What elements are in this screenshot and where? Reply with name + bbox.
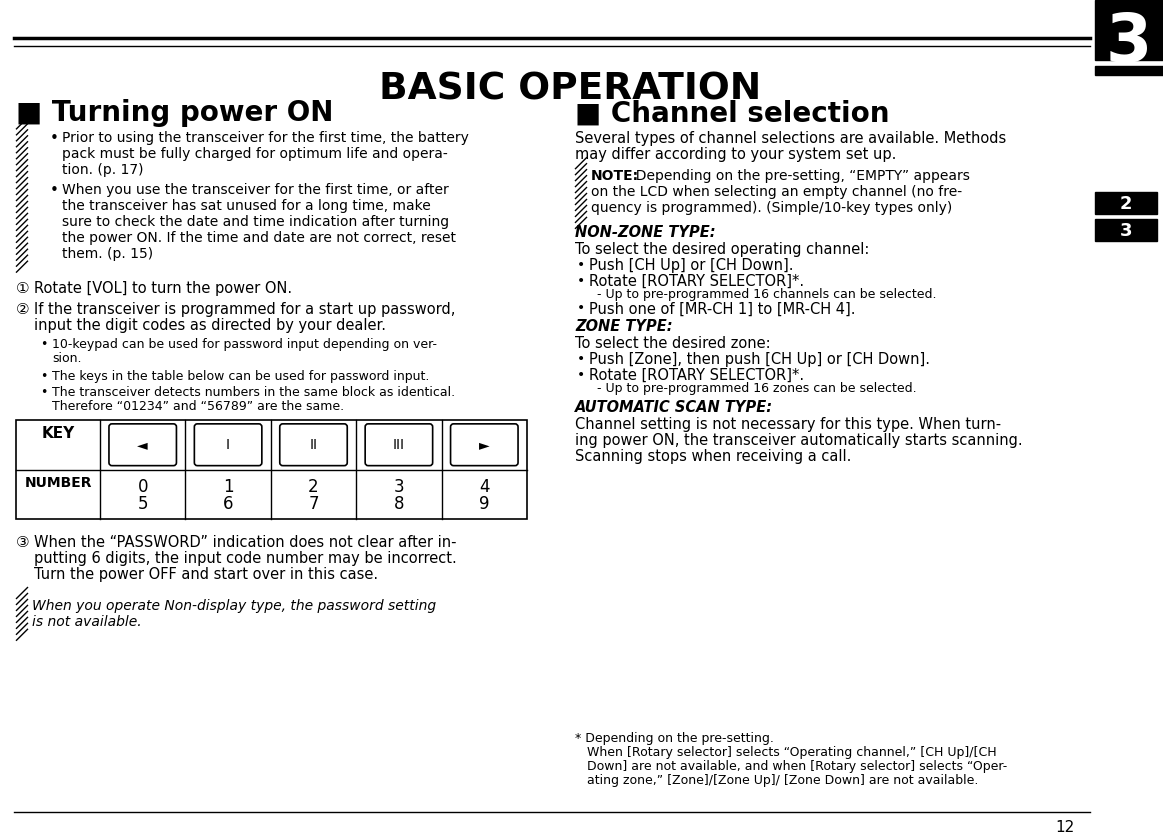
Text: ①: ①	[16, 281, 29, 296]
Text: Scanning stops when receiving a call.: Scanning stops when receiving a call.	[575, 448, 851, 463]
Bar	[1096, 0, 1163, 59]
Text: ■ Turning power ON: ■ Turning power ON	[16, 100, 334, 127]
Text: - Up to pre-programmed 16 channels can be selected.: - Up to pre-programmed 16 channels can b…	[588, 287, 936, 301]
Text: If the transceiver is programmed for a start up password,: If the transceiver is programmed for a s…	[34, 303, 456, 318]
Text: 12: 12	[1056, 820, 1075, 835]
Text: •: •	[40, 370, 48, 383]
Text: 7: 7	[308, 495, 319, 514]
Text: Therefore “01234” and “56789” are the same.: Therefore “01234” and “56789” are the sa…	[52, 400, 344, 413]
Text: is not available.: is not available.	[33, 615, 142, 628]
Text: •: •	[40, 339, 48, 351]
Text: - Up to pre-programmed 16 zones can be selected.: - Up to pre-programmed 16 zones can be s…	[588, 382, 916, 395]
Text: NUMBER: NUMBER	[24, 476, 92, 489]
Text: Depending on the pre-setting, “EMPTY” appears: Depending on the pre-setting, “EMPTY” ap…	[627, 169, 970, 184]
Text: •: •	[577, 274, 585, 287]
Text: ③: ③	[16, 535, 29, 551]
Text: putting 6 digits, the input code number may be incorrect.: putting 6 digits, the input code number …	[34, 551, 457, 566]
Text: 4: 4	[479, 478, 490, 495]
Text: Turn the power OFF and start over in this case.: Turn the power OFF and start over in thi…	[34, 567, 378, 582]
Text: pack must be fully charged for optimum life and opera-: pack must be fully charged for optimum l…	[62, 147, 448, 161]
Bar	[1096, 65, 1163, 75]
Bar	[1096, 192, 1157, 214]
Text: •: •	[577, 302, 585, 315]
Text: •: •	[40, 386, 48, 399]
Text: 3: 3	[393, 478, 405, 495]
Text: Prior to using the transceiver for the first time, the battery: Prior to using the transceiver for the f…	[62, 132, 469, 145]
Text: To select the desired operating channel:: To select the desired operating channel:	[575, 242, 870, 256]
Text: •: •	[577, 368, 585, 382]
Text: 3: 3	[1120, 222, 1133, 240]
Text: Several types of channel selections are available. Methods: Several types of channel selections are …	[575, 132, 1006, 147]
Text: I: I	[226, 437, 230, 452]
Bar	[1096, 219, 1157, 241]
Text: AUTOMATIC SCAN TYPE:: AUTOMATIC SCAN TYPE:	[575, 400, 773, 415]
Text: Rotate [ROTARY SELECTOR]*.: Rotate [ROTARY SELECTOR]*.	[588, 274, 804, 288]
Text: KEY: KEY	[42, 426, 74, 441]
Text: •: •	[50, 183, 59, 198]
Text: ②: ②	[16, 303, 29, 318]
Text: tion. (p. 17): tion. (p. 17)	[62, 163, 143, 177]
Text: The keys in the table below can be used for password input.: The keys in the table below can be used …	[52, 370, 429, 383]
Text: To select the desired zone:: To select the desired zone:	[575, 336, 771, 351]
Text: BASIC OPERATION: BASIC OPERATION	[379, 71, 761, 107]
Text: When [Rotary selector] selects “Operating channel,” [CH Up]/[CH: When [Rotary selector] selects “Operatin…	[575, 746, 997, 759]
Text: 0: 0	[137, 478, 148, 495]
Text: ►: ►	[479, 437, 490, 452]
Text: 3: 3	[1106, 10, 1153, 76]
Text: Channel setting is not necessary for this type. When turn-: Channel setting is not necessary for thi…	[575, 416, 1001, 432]
Text: 9: 9	[479, 495, 490, 514]
Text: 10-keypad can be used for password input depending on ver-: 10-keypad can be used for password input…	[52, 339, 437, 351]
Text: Push [Zone], then push [CH Up] or [CH Down].: Push [Zone], then push [CH Up] or [CH Do…	[588, 352, 930, 367]
Bar	[16, 420, 527, 520]
Text: the power ON. If the time and date are not correct, reset: the power ON. If the time and date are n…	[62, 230, 456, 245]
Text: The transceiver detects numbers in the same block as identical.: The transceiver detects numbers in the s…	[52, 386, 455, 399]
Text: II: II	[309, 437, 317, 452]
Text: ■ Channel selection: ■ Channel selection	[575, 100, 890, 127]
Text: may differ according to your system set up.: may differ according to your system set …	[575, 147, 897, 163]
Text: sion.: sion.	[52, 352, 81, 365]
Text: NON-ZONE TYPE:: NON-ZONE TYPE:	[575, 225, 715, 240]
Text: Rotate [ROTARY SELECTOR]*.: Rotate [ROTARY SELECTOR]*.	[588, 368, 804, 383]
Text: 5: 5	[137, 495, 148, 514]
Text: Down] are not available, and when [Rotary selector] selects “Oper-: Down] are not available, and when [Rotar…	[575, 760, 1007, 773]
Text: •: •	[50, 132, 59, 147]
Text: ating zone,” [Zone]/[Zone Up]/ [Zone Down] are not available.: ating zone,” [Zone]/[Zone Up]/ [Zone Dow…	[575, 774, 978, 787]
Text: Rotate [VOL] to turn the power ON.: Rotate [VOL] to turn the power ON.	[34, 281, 292, 296]
Text: on the LCD when selecting an empty channel (no fre-: on the LCD when selecting an empty chann…	[591, 185, 962, 199]
Text: ZONE TYPE:: ZONE TYPE:	[575, 319, 672, 334]
Text: 2: 2	[308, 478, 319, 495]
Text: them. (p. 15): them. (p. 15)	[62, 246, 154, 261]
Text: Push one of [MR-CH 1] to [MR-CH 4].: Push one of [MR-CH 1] to [MR-CH 4].	[588, 302, 856, 317]
Text: sure to check the date and time indication after turning: sure to check the date and time indicati…	[62, 215, 449, 229]
Text: 8: 8	[393, 495, 405, 514]
Text: * Depending on the pre-setting.: * Depending on the pre-setting.	[575, 732, 773, 745]
Text: 2: 2	[1120, 195, 1133, 213]
Text: 1: 1	[223, 478, 234, 495]
Text: •: •	[577, 258, 585, 272]
Text: quency is programmed). (Simple/10-key types only): quency is programmed). (Simple/10-key ty…	[591, 201, 952, 215]
Text: input the digit codes as directed by your dealer.: input the digit codes as directed by you…	[34, 318, 386, 334]
Text: When you operate Non-display type, the password setting: When you operate Non-display type, the p…	[33, 599, 436, 613]
Text: 6: 6	[223, 495, 234, 514]
Text: III: III	[393, 437, 405, 452]
Text: •: •	[577, 352, 585, 366]
Text: the transceiver has sat unused for a long time, make: the transceiver has sat unused for a lon…	[62, 199, 430, 213]
Text: ing power ON, the transceiver automatically starts scanning.: ing power ON, the transceiver automatica…	[575, 432, 1022, 447]
Text: ◄: ◄	[137, 437, 148, 452]
Text: Push [CH Up] or [CH Down].: Push [CH Up] or [CH Down].	[588, 258, 793, 272]
Text: When the “PASSWORD” indication does not clear after in-: When the “PASSWORD” indication does not …	[34, 535, 457, 551]
Text: When you use the transceiver for the first time, or after: When you use the transceiver for the fir…	[62, 183, 449, 197]
Text: NOTE:: NOTE:	[591, 169, 640, 184]
